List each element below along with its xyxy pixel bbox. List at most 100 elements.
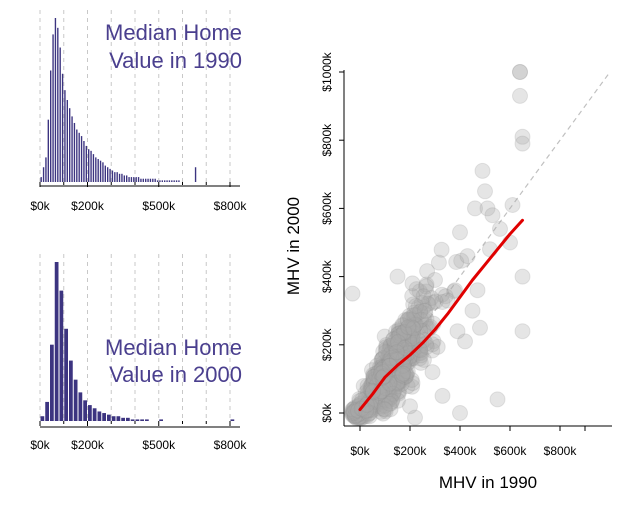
scatter-point	[412, 304, 428, 320]
scatter-point	[400, 337, 417, 354]
scatter-point	[387, 348, 404, 365]
scatter-point	[489, 391, 506, 408]
h1-bar	[161, 180, 163, 182]
scatter-point	[514, 128, 531, 145]
scatter-point	[380, 362, 397, 379]
scatter-point	[417, 305, 434, 322]
scatter-point	[389, 347, 405, 363]
h1-tick-label: $800k	[214, 199, 248, 213]
scatter-point	[385, 376, 402, 393]
scatter-point	[385, 357, 402, 373]
scatter-point	[433, 286, 450, 303]
h2-tick-label: $200k	[71, 438, 105, 452]
h2-bar	[69, 360, 73, 421]
scatter-point	[380, 369, 396, 386]
scatter-point	[368, 357, 385, 374]
h1-bar	[109, 168, 111, 182]
histogram-2000-bars	[40, 262, 235, 421]
scatter-point	[403, 336, 420, 353]
histogram-2000-ticks: $0k $200k $500k $800k	[30, 421, 247, 452]
scatter-point	[405, 341, 422, 357]
scatter-point	[406, 317, 423, 333]
h2-tick-label: $500k	[142, 438, 176, 452]
scatter-point	[380, 349, 396, 366]
scatter-point	[377, 392, 394, 409]
scatter-point	[389, 369, 406, 385]
scatter-point	[368, 367, 385, 384]
h2-bar	[88, 405, 92, 421]
scatter-point	[374, 359, 390, 376]
scatter-point	[378, 337, 395, 353]
scatter-point	[378, 339, 395, 356]
h2-bar	[107, 414, 111, 421]
scatter-point	[375, 343, 392, 360]
scatter-point	[361, 408, 378, 425]
scatter-point	[365, 366, 382, 383]
scatter-point	[415, 351, 432, 368]
scatter-point	[375, 359, 392, 376]
scatter-point	[390, 345, 407, 362]
scatter-point	[403, 327, 420, 344]
scatter-point	[344, 404, 361, 420]
scatter-point	[380, 384, 397, 401]
scatter-point	[380, 384, 397, 401]
scatter-point	[384, 342, 401, 359]
scatter-point	[367, 367, 384, 384]
scatter-point	[392, 344, 409, 360]
scatter-point	[371, 400, 388, 417]
scatter-point	[397, 366, 414, 383]
scatter-point	[411, 283, 428, 300]
scatter-point	[419, 295, 436, 312]
scatter-y-tick-label: $0k	[320, 402, 334, 422]
scatter-point	[371, 359, 388, 376]
scatter-point	[384, 345, 400, 362]
scatter-point	[376, 328, 393, 345]
h1-bar	[194, 167, 197, 182]
h1-bar	[104, 165, 106, 182]
scatter-point	[382, 351, 399, 368]
h2-tick-label: $0k	[30, 438, 50, 452]
scatter-point	[386, 333, 403, 350]
scatter-point	[425, 294, 442, 311]
h1-bar	[61, 73, 64, 182]
h1-bar	[166, 180, 168, 182]
h1-bar	[76, 129, 78, 182]
scatter-point	[373, 370, 390, 387]
scatter-point	[403, 311, 420, 328]
scatter-point	[394, 317, 411, 334]
h1-bar	[114, 172, 116, 182]
scatter-point	[358, 396, 375, 413]
scatter-point	[424, 336, 441, 353]
scatter-point	[356, 408, 373, 425]
scatter-point	[347, 408, 364, 425]
h1-bar	[168, 180, 171, 182]
scatter-point	[405, 314, 422, 331]
scatter-point	[388, 355, 405, 372]
scatter-point	[379, 363, 396, 380]
h1-bar	[45, 157, 47, 182]
scatter-point	[374, 391, 391, 408]
scatter-point	[391, 330, 407, 347]
scatter-point	[365, 371, 382, 388]
scatter-point	[459, 248, 476, 265]
scatter-point	[423, 290, 440, 306]
scatter-point	[377, 364, 394, 381]
scatter-trend-line	[358, 218, 524, 412]
h1-bar	[175, 180, 178, 182]
scatter-point	[399, 345, 416, 362]
scatter-point	[469, 282, 486, 299]
scatter-point	[439, 292, 456, 309]
h2-bar	[126, 417, 130, 421]
scatter-point	[359, 377, 376, 394]
scatter-point	[382, 401, 399, 418]
scatter-point	[350, 405, 367, 422]
h1-bar	[42, 167, 45, 182]
scatter-point	[392, 325, 409, 342]
h2-bar	[54, 262, 59, 421]
scatter-point	[375, 350, 392, 367]
scatter-point	[430, 254, 447, 271]
scatter-point	[389, 375, 406, 392]
scatter-point	[351, 405, 368, 422]
h1-bar	[83, 141, 85, 182]
scatter-point	[382, 367, 399, 384]
